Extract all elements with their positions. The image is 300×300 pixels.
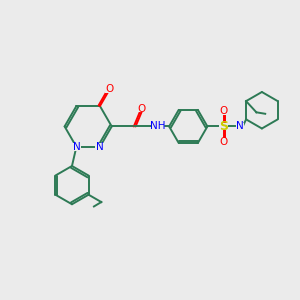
Bar: [220, 123, 228, 130]
Bar: [152, 123, 163, 130]
Text: NH: NH: [150, 122, 165, 131]
Bar: [236, 123, 244, 130]
Text: O: O: [220, 137, 228, 147]
Bar: [220, 108, 228, 115]
Text: N: N: [73, 142, 80, 152]
Bar: [105, 86, 114, 93]
Bar: [220, 138, 228, 145]
Text: O: O: [137, 104, 145, 114]
Text: S: S: [219, 120, 228, 133]
Bar: [137, 105, 145, 112]
Text: O: O: [220, 106, 228, 116]
Text: O: O: [105, 85, 114, 94]
Text: N: N: [236, 122, 244, 131]
Text: N: N: [96, 142, 104, 152]
Bar: [95, 143, 105, 151]
Bar: [72, 143, 81, 151]
